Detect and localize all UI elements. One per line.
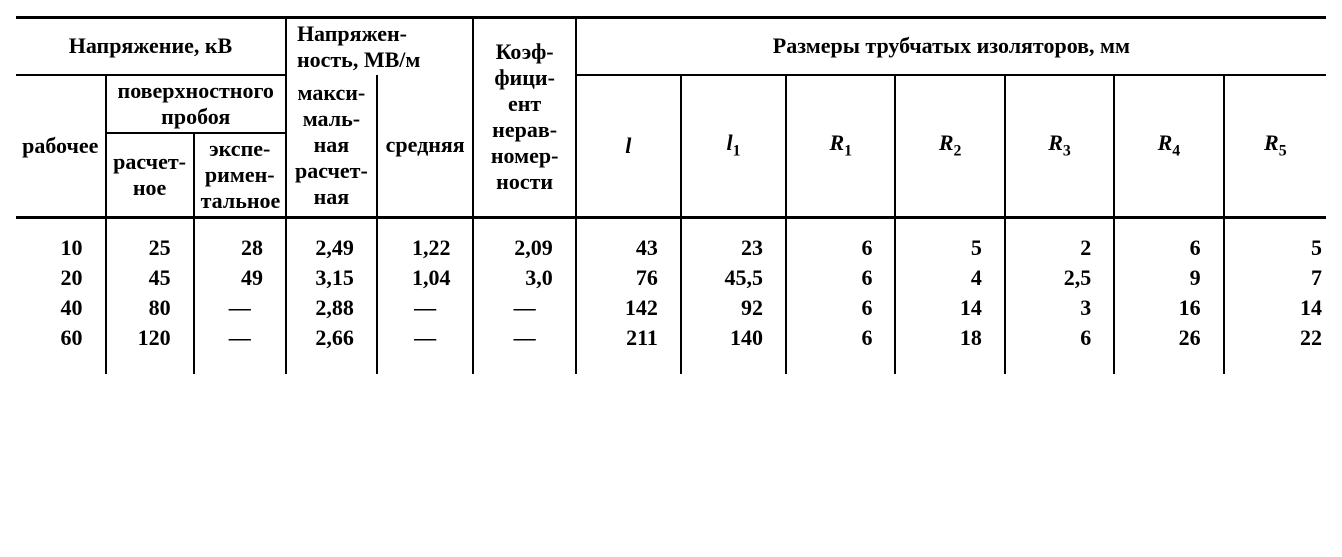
cell-coef: — [473, 323, 575, 353]
insulator-parameters-table: Напряжение, кВ Напряжен-ность, МВ/м Коэф… [16, 16, 1326, 374]
cell-r1: 6 [786, 323, 895, 353]
header-surface-breakdown: поверхностного пробоя [106, 75, 286, 133]
header-r3: R3 [1005, 75, 1114, 217]
header-r4-symbol: R4 [1158, 130, 1181, 155]
cell-mean: — [377, 323, 474, 353]
cell-coef: 3,0 [473, 263, 575, 293]
cell-l: 142 [576, 293, 681, 323]
header-experimental: экспе-римен-тальное [194, 133, 286, 217]
cell-l: 211 [576, 323, 681, 353]
header-r1-symbol: R1 [829, 130, 852, 155]
cell-calc: 120 [106, 323, 194, 353]
cell-calc: 80 [106, 293, 194, 323]
header-r2-symbol: R2 [939, 130, 962, 155]
cell-exp: — [194, 323, 286, 353]
header-l-symbol: l [625, 133, 631, 158]
header-r1: R1 [786, 75, 895, 217]
table-row: 20 45 49 3,15 1,04 3,0 76 45,5 6 4 2,5 9… [16, 263, 1326, 293]
header-working: рабочее [16, 75, 106, 217]
cell-mean: 1,22 [377, 233, 474, 263]
cell-r2: 14 [895, 293, 1004, 323]
header-l1: l1 [681, 75, 786, 217]
cell-r5: 5 [1224, 233, 1326, 263]
cell-r4: 16 [1114, 293, 1223, 323]
header-voltage-group: Напряжение, кВ [16, 18, 286, 75]
header-calculated: расчет-ное [106, 133, 194, 217]
header-r4: R4 [1114, 75, 1223, 217]
header-l1-symbol: l1 [726, 130, 740, 155]
cell-r2: 5 [895, 233, 1004, 263]
cell-working: 20 [16, 263, 106, 293]
cell-l1: 92 [681, 293, 786, 323]
cell-r5: 7 [1224, 263, 1326, 293]
cell-r4: 9 [1114, 263, 1223, 293]
cell-maxcalc: 2,49 [286, 233, 377, 263]
table-body: 10 25 28 2,49 1,22 2,09 43 23 6 5 2 6 5 … [16, 217, 1326, 374]
header-l: l [576, 75, 681, 217]
header-r3-symbol: R3 [1048, 130, 1071, 155]
cell-r1: 6 [786, 233, 895, 263]
cell-r4: 6 [1114, 233, 1223, 263]
cell-maxcalc: 2,66 [286, 323, 377, 353]
cell-mean: 1,04 [377, 263, 474, 293]
cell-l: 43 [576, 233, 681, 263]
cell-r3: 6 [1005, 323, 1114, 353]
header-coefficient: Коэф-фици-ент нерав-номер-ности [473, 18, 575, 218]
table-row: 10 25 28 2,49 1,22 2,09 43 23 6 5 2 6 5 [16, 233, 1326, 263]
cell-mean: — [377, 293, 474, 323]
header-r2: R2 [895, 75, 1004, 217]
cell-coef: 2,09 [473, 233, 575, 263]
cell-r3: 3 [1005, 293, 1114, 323]
cell-calc: 25 [106, 233, 194, 263]
cell-l1: 23 [681, 233, 786, 263]
table-row: 40 80 — 2,88 — — 142 92 6 14 3 16 14 [16, 293, 1326, 323]
cell-coef: — [473, 293, 575, 323]
cell-r5: 14 [1224, 293, 1326, 323]
cell-l: 76 [576, 263, 681, 293]
cell-r4: 26 [1114, 323, 1223, 353]
cell-working: 60 [16, 323, 106, 353]
header-mean: средняя [377, 75, 474, 217]
cell-maxcalc: 3,15 [286, 263, 377, 293]
table-row: 60 120 — 2,66 — — 211 140 6 18 6 26 22 [16, 323, 1326, 353]
cell-r2: 18 [895, 323, 1004, 353]
header-max-calculated: макси-маль-ная расчет-ная [286, 75, 377, 217]
cell-working: 10 [16, 233, 106, 263]
cell-exp: 49 [194, 263, 286, 293]
cell-calc: 45 [106, 263, 194, 293]
cell-l1: 140 [681, 323, 786, 353]
header-fieldstrength-group: Напряжен-ность, МВ/м [286, 18, 474, 75]
cell-exp: — [194, 293, 286, 323]
cell-l1: 45,5 [681, 263, 786, 293]
cell-r3: 2,5 [1005, 263, 1114, 293]
cell-r3: 2 [1005, 233, 1114, 263]
cell-r1: 6 [786, 263, 895, 293]
cell-working: 40 [16, 293, 106, 323]
header-r5-symbol: R5 [1264, 130, 1287, 155]
cell-r5: 22 [1224, 323, 1326, 353]
cell-r2: 4 [895, 263, 1004, 293]
cell-exp: 28 [194, 233, 286, 263]
cell-r1: 6 [786, 293, 895, 323]
cell-maxcalc: 2,88 [286, 293, 377, 323]
header-r5: R5 [1224, 75, 1326, 217]
header-dimensions-group: Размеры трубчатых изоляторов, мм [576, 18, 1326, 75]
